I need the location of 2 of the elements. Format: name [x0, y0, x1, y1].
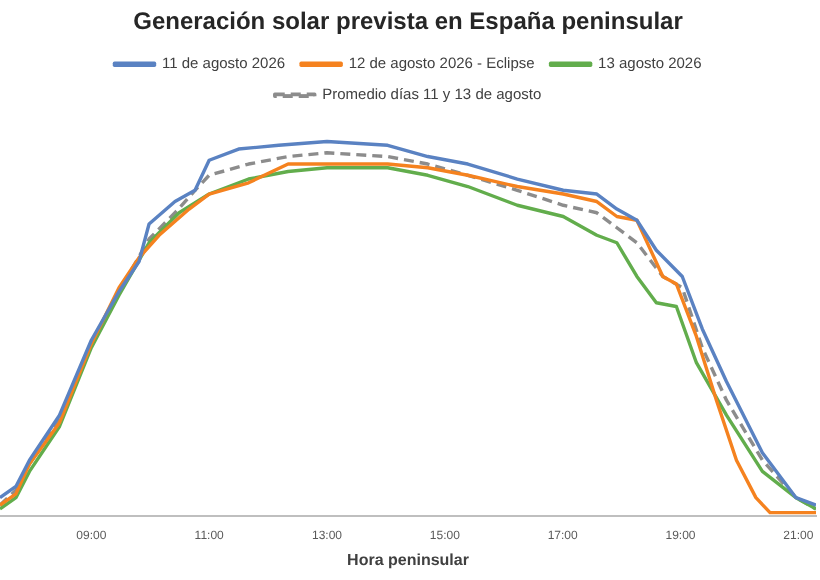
x-axis-title: Hora peninsular: [347, 550, 469, 569]
chart-title: Generación solar prevista en España peninsular: [133, 7, 684, 36]
